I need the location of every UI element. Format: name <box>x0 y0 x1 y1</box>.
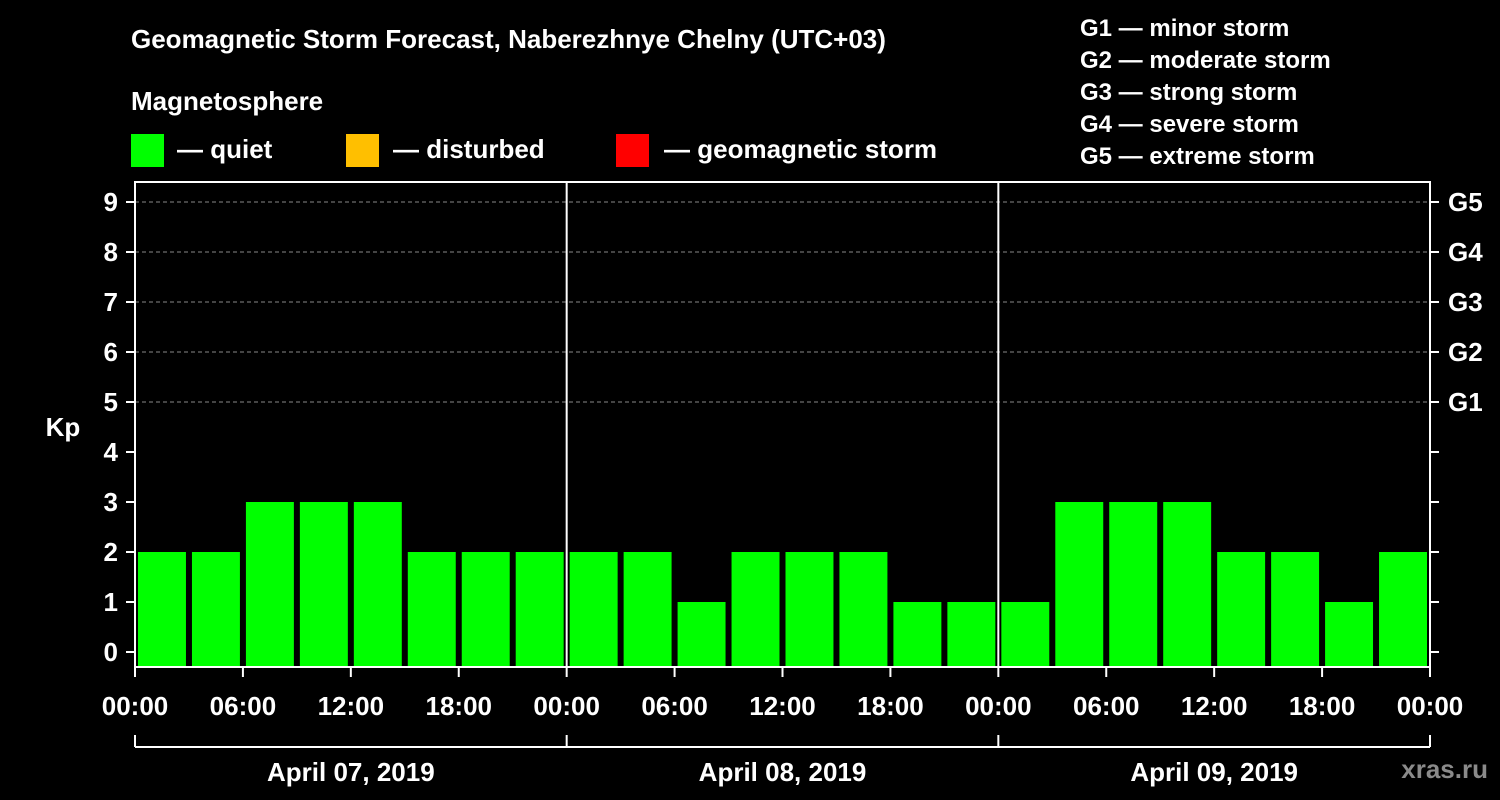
xtick-label-3: 18:00 <box>426 691 493 721</box>
ytick-label-6: 6 <box>104 337 118 367</box>
bar-18 <box>1109 502 1158 667</box>
xtick-label-7: 18:00 <box>857 691 924 721</box>
xtick-label-4: 00:00 <box>533 691 600 721</box>
ytick-label-1: 1 <box>104 587 118 617</box>
bar-7 <box>515 552 564 667</box>
g-label-G2: G2 <box>1448 337 1483 367</box>
bar-19 <box>1163 502 1212 667</box>
g-scale-g5: G5 — extreme storm <box>1080 143 1315 170</box>
y-axis-label: Kp <box>46 412 81 442</box>
legend-label-quiet: — quiet <box>177 134 273 164</box>
legend-swatch-disturbed <box>346 134 379 167</box>
bar-2 <box>245 502 294 667</box>
ytick-label-0: 0 <box>104 637 118 667</box>
g-label-G4: G4 <box>1448 237 1483 267</box>
bar-12 <box>785 552 834 667</box>
g-scale-g1: G1 — minor storm <box>1080 15 1290 42</box>
day-label-2: April 09, 2019 <box>1130 757 1298 787</box>
ytick-label-3: 3 <box>104 487 118 517</box>
legend-label-disturbed: — disturbed <box>393 134 545 164</box>
xtick-label-2: 12:00 <box>318 691 385 721</box>
ytick-label-7: 7 <box>104 287 118 317</box>
g-label-G1: G1 <box>1448 387 1483 417</box>
bar-16 <box>1001 602 1050 667</box>
bar-3 <box>299 502 348 667</box>
bar-11 <box>731 552 780 667</box>
bar-9 <box>623 552 672 667</box>
chart-title: Geomagnetic Storm Forecast, Naberezhnye … <box>131 24 886 54</box>
bar-4 <box>353 502 402 667</box>
bar-17 <box>1055 502 1104 667</box>
g-scale-g4: G4 — severe storm <box>1080 111 1299 138</box>
bar-8 <box>569 552 618 667</box>
ytick-label-2: 2 <box>104 537 118 567</box>
legend-title: Magnetosphere <box>131 86 324 116</box>
g-label-G3: G3 <box>1448 287 1483 317</box>
bar-21 <box>1271 552 1320 667</box>
g-scale-g2: G2 — moderate storm <box>1080 47 1331 74</box>
bar-0 <box>138 552 186 667</box>
bar-23 <box>1379 552 1427 667</box>
xtick-label-8: 00:00 <box>965 691 1032 721</box>
bar-20 <box>1217 552 1266 667</box>
xtick-label-12: 00:00 <box>1397 691 1464 721</box>
bar-5 <box>407 552 456 667</box>
day-label-0: April 07, 2019 <box>267 757 435 787</box>
g-label-G5: G5 <box>1448 187 1483 217</box>
ytick-label-5: 5 <box>104 387 118 417</box>
bar-22 <box>1325 602 1374 667</box>
day-label-1: April 08, 2019 <box>699 757 867 787</box>
ytick-label-9: 9 <box>104 187 118 217</box>
legend-label-storm: — geomagnetic storm <box>664 134 938 164</box>
g-scale-g3: G3 — strong storm <box>1080 79 1298 106</box>
xtick-label-10: 12:00 <box>1181 691 1248 721</box>
legend-swatch-quiet <box>131 134 164 167</box>
bar-15 <box>947 602 996 667</box>
xtick-label-6: 12:00 <box>749 691 816 721</box>
bar-6 <box>461 552 510 667</box>
watermark: xras.ru <box>1401 754 1488 784</box>
ytick-label-4: 4 <box>104 437 119 467</box>
bar-10 <box>677 602 726 667</box>
xtick-label-11: 18:00 <box>1289 691 1356 721</box>
legend-swatch-storm <box>616 134 649 167</box>
ytick-label-8: 8 <box>104 237 118 267</box>
bar-1 <box>191 552 240 667</box>
xtick-label-1: 06:00 <box>210 691 277 721</box>
bar-14 <box>893 602 942 667</box>
bar-13 <box>839 552 888 667</box>
xtick-label-0: 00:00 <box>102 691 169 721</box>
xtick-label-5: 06:00 <box>641 691 708 721</box>
xtick-label-9: 06:00 <box>1073 691 1140 721</box>
